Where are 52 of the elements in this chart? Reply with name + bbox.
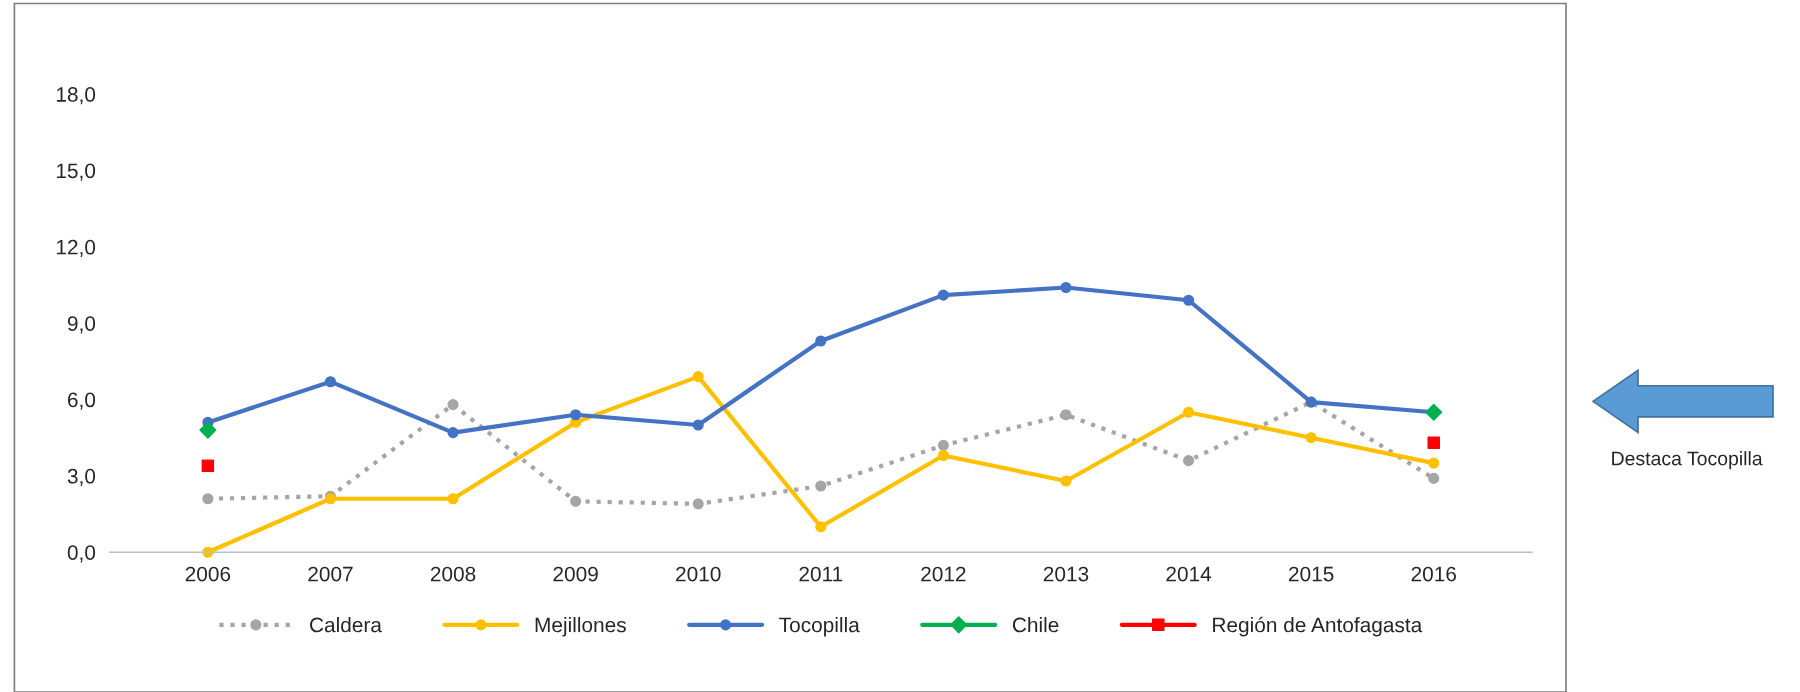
y-tick-label: 18,0 xyxy=(56,87,96,105)
x-tick-label: 2006 xyxy=(185,566,231,582)
y-tick-label: 15,0 xyxy=(56,163,96,181)
point xyxy=(692,371,704,383)
x-tick-label: 2012 xyxy=(921,566,966,582)
point xyxy=(447,427,459,439)
legend-label: Caldera xyxy=(310,617,382,633)
y-tick-label: 6,0 xyxy=(68,392,96,410)
point xyxy=(937,439,949,451)
point xyxy=(324,376,337,388)
point xyxy=(202,493,214,505)
x-tick-label: 2016 xyxy=(1411,566,1456,582)
x-tick-label: 2010 xyxy=(676,566,721,582)
point xyxy=(570,409,582,421)
point xyxy=(1305,432,1317,444)
point xyxy=(1428,457,1440,469)
x-tick-label: 2009 xyxy=(553,566,598,582)
y-tick-label: 3,0 xyxy=(67,468,96,487)
point xyxy=(201,459,215,472)
y-tick-label: 0,0 xyxy=(67,545,96,563)
legend-label: Mejillones xyxy=(535,617,626,637)
point xyxy=(1183,294,1195,306)
point xyxy=(815,521,827,533)
text: Destaca Tocopilla xyxy=(1612,451,1763,470)
point xyxy=(937,449,949,462)
point xyxy=(937,289,949,301)
point xyxy=(692,419,704,431)
point xyxy=(1060,281,1072,294)
x-tick-label: 2014 xyxy=(1166,566,1212,582)
point xyxy=(570,495,582,507)
x-tick-label: 2013 xyxy=(1043,566,1089,582)
point xyxy=(1427,436,1440,450)
legend-label: Tocopilla xyxy=(779,617,860,637)
point xyxy=(1183,406,1195,418)
point xyxy=(815,335,827,347)
x-tick-label: 2015 xyxy=(1289,566,1334,582)
point xyxy=(692,498,704,510)
x-tick-label: 2008 xyxy=(430,566,476,582)
point xyxy=(1060,475,1072,487)
x-tick-label: 2011 xyxy=(799,566,843,582)
point xyxy=(1428,472,1440,484)
y-tick-label: 9,0 xyxy=(67,316,96,334)
point xyxy=(447,399,459,411)
point xyxy=(199,421,217,439)
legend-label: Chile xyxy=(1012,617,1059,633)
legend-label: Región de Antofagasta xyxy=(1213,616,1423,637)
point xyxy=(1183,455,1195,467)
point xyxy=(1060,409,1072,421)
y-tick-label: 12,0 xyxy=(56,239,96,258)
point xyxy=(815,480,827,492)
point xyxy=(447,493,459,505)
x-tick-label: 2007 xyxy=(308,566,353,582)
